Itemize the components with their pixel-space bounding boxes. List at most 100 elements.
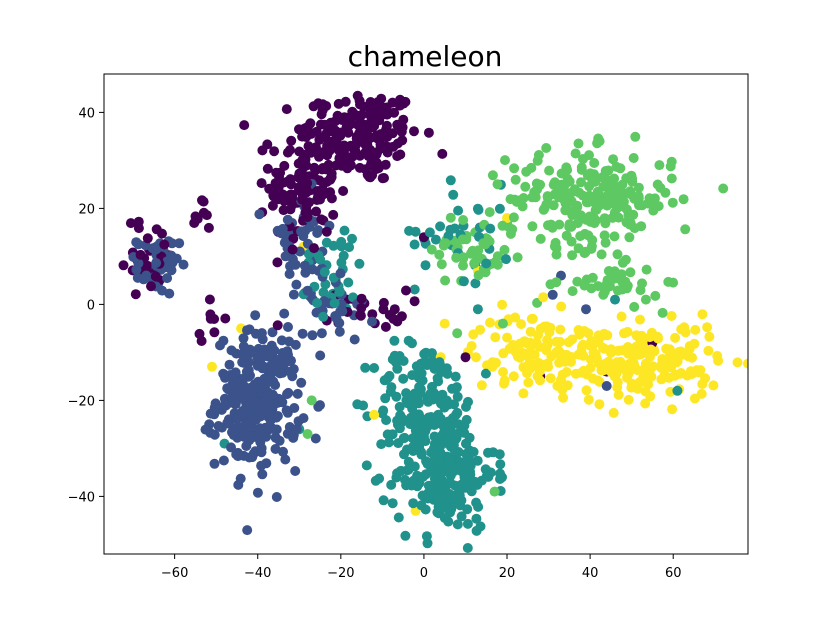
scatter-point <box>264 409 275 420</box>
scatter-point <box>255 411 266 422</box>
scatter-point <box>274 435 285 446</box>
scatter-point <box>271 424 282 435</box>
scatter-point <box>444 455 455 466</box>
scatter-point <box>472 304 483 315</box>
scatter-point <box>352 399 363 410</box>
scatter-point <box>343 277 354 288</box>
scatter-point <box>277 223 288 234</box>
scatter-point <box>469 249 480 260</box>
scatter-point <box>354 95 365 106</box>
scatter-point <box>594 399 605 410</box>
scatter-point <box>328 209 339 220</box>
scatter-point <box>287 371 298 382</box>
scatter-point <box>409 296 420 307</box>
scatter-point <box>464 463 475 474</box>
scatter-point <box>551 243 562 254</box>
scatter-point <box>476 380 487 391</box>
scatter-point <box>558 392 569 403</box>
scatter-point <box>612 285 623 296</box>
scatter-point <box>227 427 237 438</box>
scatter-point <box>535 179 546 190</box>
scatter-point <box>238 341 249 352</box>
scatter-point <box>488 447 499 458</box>
scatter-point <box>712 350 723 361</box>
scatter-point <box>302 178 313 189</box>
scatter-point <box>420 260 431 271</box>
scatter-point <box>667 197 678 208</box>
scatter-point <box>449 466 460 476</box>
scatter-point <box>456 511 467 522</box>
scatter-point <box>669 355 680 366</box>
scatter-point <box>576 367 587 378</box>
scatter-point <box>283 322 293 332</box>
scatter-point <box>271 492 282 502</box>
scatter-point <box>218 455 229 466</box>
scatter-point <box>290 466 301 476</box>
scatter-point <box>381 144 392 154</box>
scatter-point <box>634 377 645 388</box>
chart-title: chameleon <box>348 40 503 73</box>
scatter-point <box>442 479 453 490</box>
scatter-point <box>597 364 608 375</box>
scatter-point <box>557 355 568 366</box>
scatter-point <box>305 147 316 158</box>
scatter-point <box>291 279 302 290</box>
scatter-point <box>542 340 553 351</box>
scatter-point <box>497 299 508 310</box>
scatter-point <box>440 275 451 286</box>
scatter-point <box>636 365 647 376</box>
scatter-point <box>269 146 280 157</box>
scatter-point <box>273 170 284 180</box>
scatter-point <box>401 285 411 296</box>
scatter-point <box>394 351 405 361</box>
scatter-point <box>620 254 631 265</box>
scatter-point <box>207 361 217 372</box>
scatter-point <box>590 353 601 363</box>
scatter-point <box>516 319 527 330</box>
scatter-point <box>292 388 303 399</box>
scatter-point <box>445 212 456 223</box>
scatter-point <box>222 383 233 394</box>
scatter-point <box>469 258 480 269</box>
scatter-point <box>600 215 611 226</box>
scatter-point <box>446 490 457 501</box>
scatter-point <box>293 172 304 183</box>
scatter-point <box>444 439 454 450</box>
scatter-point <box>242 525 253 536</box>
scatter-point <box>394 401 405 412</box>
scatter-point <box>635 285 646 296</box>
scatter-point <box>201 210 212 221</box>
scatter-point <box>512 252 523 263</box>
scatter-point <box>612 249 623 260</box>
scatter-point <box>462 504 473 515</box>
scatter-point <box>592 200 603 211</box>
scatter-point <box>246 411 257 422</box>
scatter-point <box>441 500 451 511</box>
scatter-point <box>505 228 516 239</box>
scatter-point <box>142 233 153 244</box>
scatter-point <box>293 184 304 194</box>
scatter-point <box>457 234 468 245</box>
scatter-point <box>246 430 256 440</box>
scatter-point <box>386 479 397 490</box>
scatter-point <box>380 321 391 332</box>
scatter-point <box>296 226 307 237</box>
scatter-point <box>555 324 566 335</box>
scatter-point <box>610 294 620 305</box>
scatter-point <box>452 407 463 418</box>
scatter-point <box>268 190 279 201</box>
scatter-point <box>599 286 610 297</box>
scatter-point <box>270 444 281 454</box>
scatter-point <box>459 427 470 438</box>
scatter-point <box>379 109 389 120</box>
scatter-point <box>621 283 632 294</box>
scatter-point <box>267 389 278 400</box>
scatter-point <box>527 313 538 324</box>
scatter-point <box>311 195 322 205</box>
scatter-point <box>666 311 677 321</box>
scatter-point <box>508 371 519 382</box>
x-tick-label: −40 <box>244 566 271 581</box>
scatter-point <box>696 388 707 399</box>
scatter-point <box>315 400 325 411</box>
scatter-point <box>574 187 585 198</box>
